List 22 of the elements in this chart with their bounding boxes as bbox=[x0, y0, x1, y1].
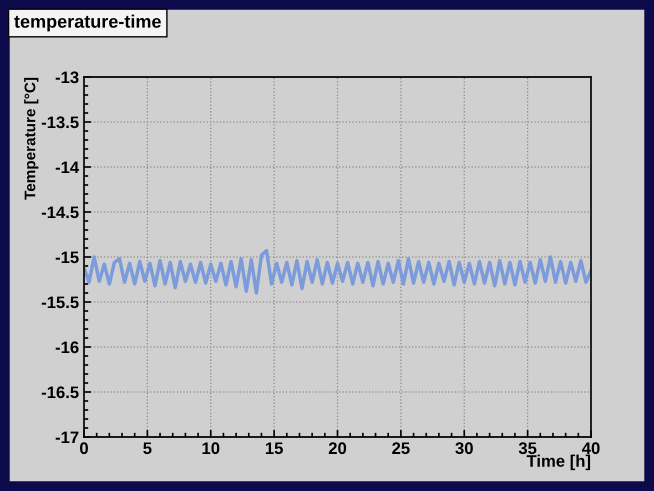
y-axis-title: Temperature [°C] bbox=[24, 78, 38, 200]
y-tick-label: -14.5 bbox=[42, 206, 79, 218]
x-tick-label: 15 bbox=[266, 442, 283, 454]
y-tick-label: -13.5 bbox=[42, 116, 79, 128]
line-series bbox=[84, 248, 591, 295]
x-axis-title: Time [h] bbox=[526, 454, 590, 470]
x-tick-label: 40 bbox=[582, 442, 600, 454]
y-tick-label: -14 bbox=[56, 162, 80, 174]
x-tick-label: 30 bbox=[455, 442, 473, 454]
y-tick-label: -15.5 bbox=[42, 296, 79, 308]
x-tick-label: 25 bbox=[392, 442, 410, 454]
y-tick-label: -13 bbox=[56, 71, 79, 84]
x-tick-label: 10 bbox=[202, 442, 220, 454]
x-tick-label: 0 bbox=[80, 442, 88, 454]
y-tick-label: -16.5 bbox=[42, 386, 79, 398]
x-tick-label: 20 bbox=[328, 442, 346, 454]
y-tick-label: -16 bbox=[56, 341, 79, 354]
y-tick-label: -15 bbox=[56, 252, 79, 264]
y-tick-label: -17 bbox=[56, 432, 78, 444]
x-tick-label: 5 bbox=[143, 442, 152, 454]
chart-title: temperature-time bbox=[14, 14, 161, 32]
x-tick-label: 35 bbox=[518, 442, 536, 454]
